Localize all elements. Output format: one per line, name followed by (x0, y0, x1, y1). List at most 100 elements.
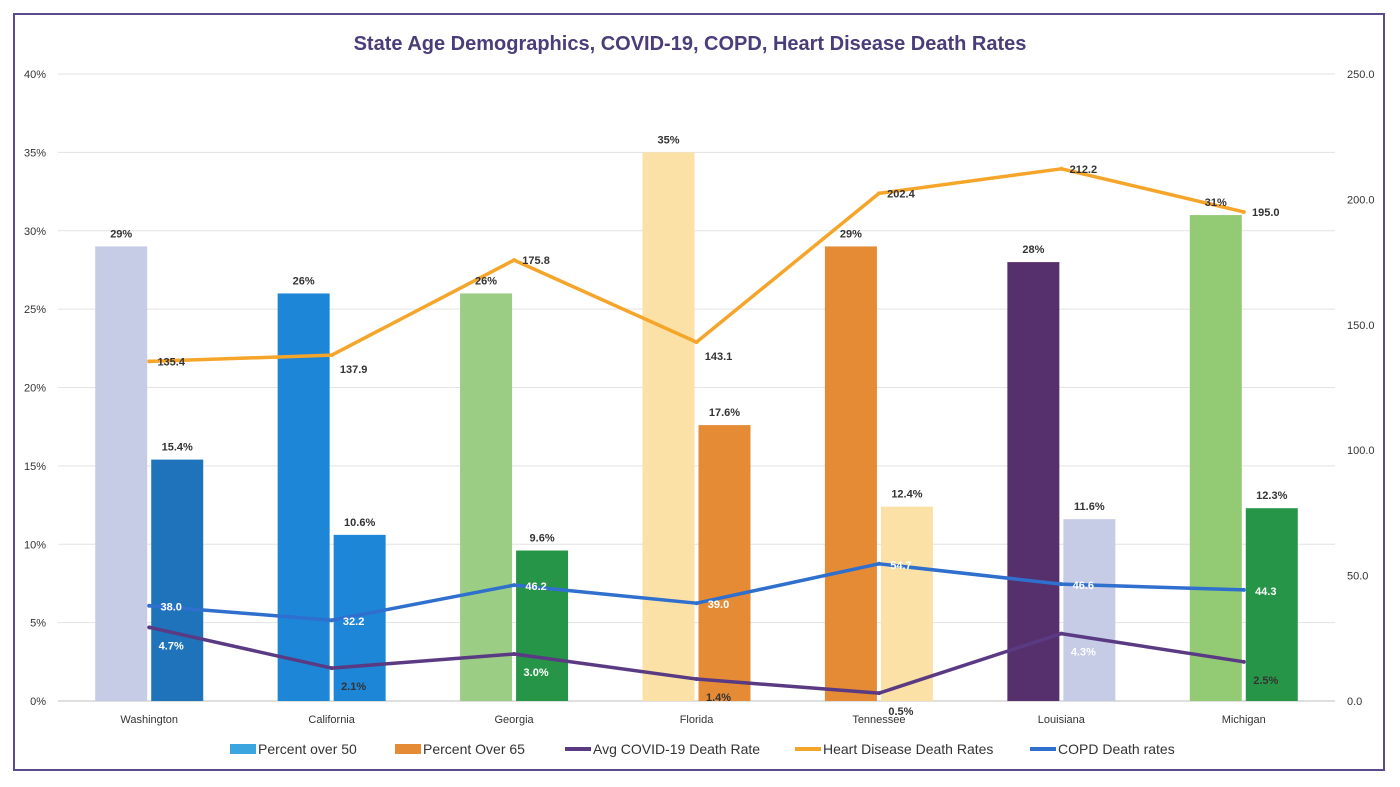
line-point (512, 583, 517, 588)
legend-label: Avg COVID-19 Death Rate (593, 741, 760, 757)
line-data-label: 137.9 (340, 364, 368, 376)
line-data-label: 135.4 (157, 356, 185, 368)
bar-percent-over-65 (880, 506, 933, 701)
line-data-label: 38.0 (161, 602, 182, 614)
line-data-label: 212.2 (1070, 164, 1098, 176)
line-data-label: 1.4% (706, 692, 731, 704)
data-labels: 29% 26% 26% 35% 29% 28% 31% 15.4% 10.6% 9.6% 17.6%… (110, 134, 1287, 718)
bar-data-label: 29% (110, 228, 132, 240)
bar-data-label: 10.6% (344, 517, 375, 529)
line-data-label: 0.5% (888, 706, 913, 718)
y-left-tick-label: 5% (30, 618, 46, 630)
bar-percent-over-50 (1189, 215, 1242, 701)
line-point (512, 651, 517, 656)
line-data-label: 32.2 (343, 616, 364, 628)
line-point (694, 677, 699, 682)
x-tick-label: Tennessee (852, 714, 905, 726)
bar-percent-over-50 (95, 246, 148, 702)
y-right-tick-label: 50.0 (1347, 571, 1368, 583)
line-data-label: 202.4 (887, 188, 915, 200)
line-point (329, 353, 334, 358)
line-data-label: 2.5% (1253, 675, 1278, 687)
legend: Percent over 50 Percent Over 65 Avg COVID-… (230, 741, 1175, 757)
y-right-tick-label: 100.0 (1347, 445, 1375, 457)
y-right-tick-label: 0.0 (1347, 696, 1362, 708)
legend-label: COPD Death rates (1058, 741, 1175, 757)
y-left-tick-label: 30% (24, 226, 46, 238)
bar-percent-over-50 (460, 293, 513, 701)
legend-label: Percent Over 65 (423, 741, 525, 757)
x-tick-label: Washington (120, 714, 178, 726)
line-data-label: 3.0% (524, 667, 549, 679)
y-left-tick-label: 0% (30, 696, 46, 708)
bar-data-label: 17.6% (709, 407, 740, 419)
line-point (876, 561, 881, 566)
line-point (147, 359, 152, 364)
line-point (1241, 587, 1246, 592)
line-data-label: 175.8 (522, 255, 550, 267)
bar-data-label: 12.3% (1256, 490, 1287, 502)
line-data-label: 2.1% (341, 681, 366, 693)
bar-percent-over-50 (1007, 262, 1060, 701)
line-data-label: 143.1 (705, 351, 733, 363)
bar-data-label: 26% (475, 275, 497, 287)
line-point (329, 618, 334, 623)
bar-data-label: 26% (293, 275, 315, 287)
x-tick-label: California (308, 714, 355, 726)
line-point (1059, 631, 1064, 636)
legend-swatch (395, 744, 421, 754)
y-right-tick-label: 250.0 (1347, 69, 1375, 81)
y-right-tick-label: 150.0 (1347, 320, 1375, 332)
legend-swatch (230, 744, 256, 754)
bar-percent-over-65 (151, 459, 204, 701)
line-point (694, 601, 699, 606)
bar-data-label: 12.4% (891, 489, 922, 501)
y-left-tick-label: 35% (24, 147, 46, 159)
bar-data-label: 9.6% (530, 533, 555, 545)
bar-data-label: 29% (840, 228, 862, 240)
line-data-label: 4.3% (1071, 647, 1096, 659)
y-left-tick-label: 15% (24, 461, 46, 473)
x-tick-label: Michigan (1222, 714, 1266, 726)
x-tick-label: Georgia (495, 714, 535, 726)
bar-data-label: 11.6% (1074, 501, 1105, 513)
y-right-tick-label: 200.0 (1347, 194, 1375, 206)
chart-title: State Age Demographics, COVID-19, COPD, … (354, 33, 1027, 55)
line-data-label: 46.2 (525, 581, 546, 593)
gridlines (58, 73, 1335, 702)
line-data-label: 4.7% (159, 640, 184, 652)
legend-label: Heart Disease Death Rates (823, 741, 993, 757)
line-data-label: 39.0 (708, 599, 729, 611)
y-axis-left-ticks: 0% 5% 10% 15% 20% 25% 30% 35% 40% (24, 69, 46, 708)
bar-percent-over-50 (277, 293, 330, 701)
y-left-tick-label: 20% (24, 383, 46, 395)
line-data-label: 44.3 (1255, 586, 1276, 598)
y-axis-right-ticks: 0.0 50.0 100.0 150.0 200.0 250.0 (1347, 69, 1375, 708)
line-point (147, 625, 152, 630)
line-point (876, 191, 881, 196)
bar-percent-over-65 (1063, 519, 1116, 701)
bar-percent-over-50 (824, 246, 877, 702)
bar-data-label: 31% (1205, 197, 1227, 209)
bar-percent-over-65 (1245, 508, 1298, 701)
y-left-tick-label: 10% (24, 539, 46, 551)
line-point (1241, 209, 1246, 214)
bar-data-label: 28% (1022, 244, 1044, 256)
legend-label: Percent over 50 (258, 741, 357, 757)
line-point (329, 666, 334, 671)
line-point (1241, 659, 1246, 664)
x-axis-ticks: Washington California Georgia Florida Tennes… (120, 714, 1265, 726)
line-point (512, 258, 517, 263)
y-left-tick-label: 40% (24, 69, 46, 81)
line-point (876, 691, 881, 696)
line-point (694, 340, 699, 345)
bar-data-label: 35% (657, 134, 679, 146)
line-point (1059, 582, 1064, 587)
bars (95, 152, 1298, 702)
lines (147, 166, 1246, 696)
line-point (1059, 166, 1064, 171)
x-tick-label: Florida (680, 714, 715, 726)
line-data-label: 195.0 (1252, 207, 1280, 219)
bar-percent-over-50 (642, 152, 695, 701)
